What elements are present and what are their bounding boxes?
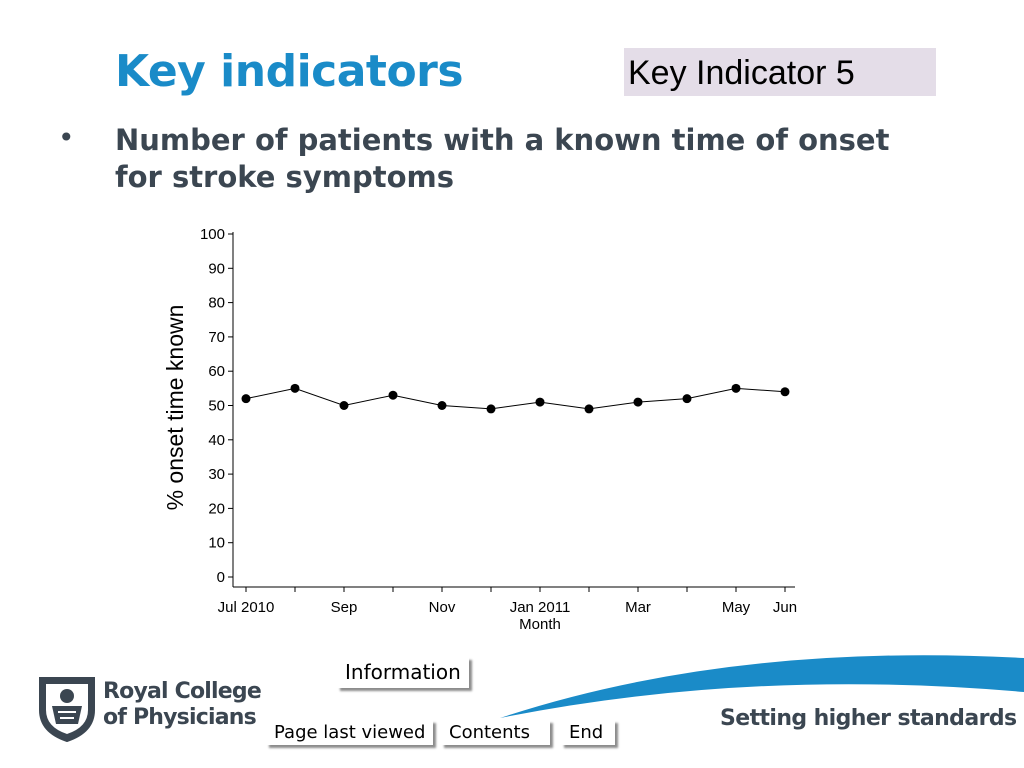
data-point [290,383,300,393]
line-chart: 0 10 20 30 40 50 60 70 80 90 100 Jul 2010 Sep Nov Jan … [162,226,797,633]
x-tick-label: Nov [429,599,456,616]
x-tick-label: May [722,599,751,616]
organisation-name-line1: Royal College [103,679,262,704]
organisation-name-line2: of Physicians [103,705,257,730]
data-point [731,383,741,393]
y-tick-label: 40 [208,432,225,449]
y-tick-label: 50 [208,398,225,415]
data-point [633,397,643,407]
x-tick-label: Mar [625,599,651,616]
x-tick-label: Jan 2011 [510,599,571,616]
y-tick-label: 100 [200,226,225,243]
y-tick-label: 70 [208,329,225,346]
series-line [245,387,786,410]
end-button[interactable]: End [561,720,616,745]
bullet-text: Number of patients with a known time of … [115,123,890,194]
data-point [486,404,496,414]
brand-swoosh [500,655,1024,718]
information-button[interactable]: Information [337,657,469,688]
x-tick-label: Jul 2010 [218,599,275,616]
y-tick-label: 30 [208,466,225,483]
crest-icon [39,677,95,743]
key-indicator-badge: Key Indicator 5 [624,48,936,96]
y-tick-label: 60 [208,363,225,380]
data-point [584,404,594,414]
x-tick-label: Jun [773,599,797,616]
data-point [388,390,398,400]
y-tick-label: 80 [208,295,225,312]
y-tick-label: 10 [208,535,225,552]
y-axis-label: % onset time known [162,305,188,511]
x-axis-label: Month [519,616,561,633]
data-point [780,387,790,397]
y-tick-label: 90 [208,260,225,277]
tagline: Setting higher standards [720,706,1017,731]
data-point [241,394,251,404]
bullet-marker: • [58,121,75,154]
y-tick-label: 0 [217,569,225,586]
data-point [535,397,545,407]
contents-button[interactable]: Contents [441,720,550,745]
page-title: Key indicators [115,46,464,97]
data-point [682,394,692,404]
y-tick-label: 20 [208,500,225,517]
page-last-viewed-button[interactable]: Page last viewed [266,720,434,745]
organisation-name: Royal College of Physicians [103,679,262,731]
data-point [437,401,447,410]
data-point [339,401,349,410]
x-tick-label: Sep [331,599,358,616]
